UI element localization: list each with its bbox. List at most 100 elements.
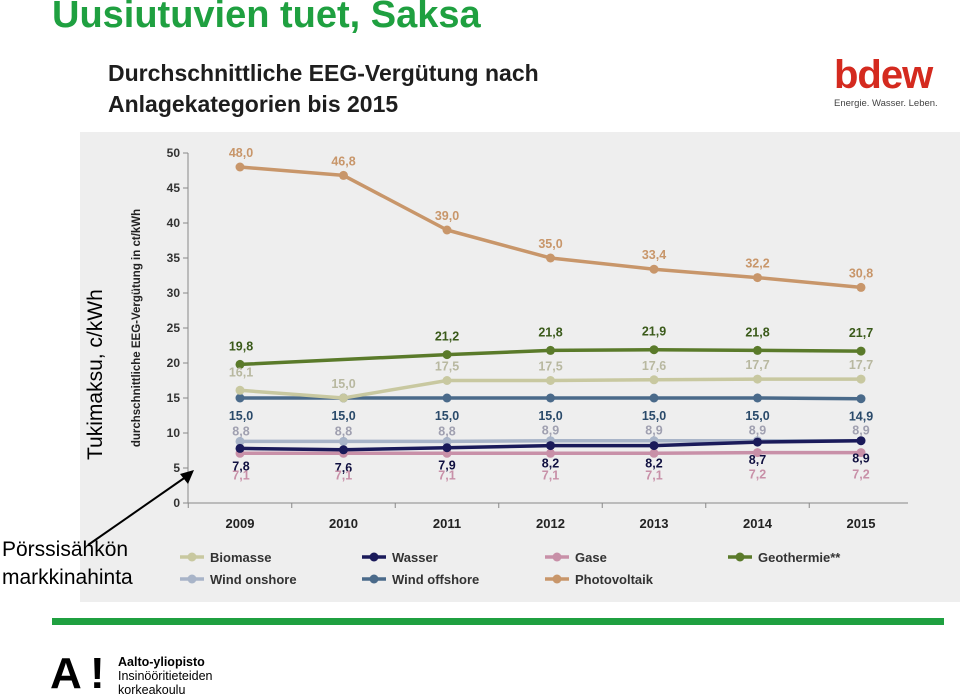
data-point-wasser [856,436,866,446]
data-label-geothermie: 21,8 [745,325,769,339]
data-label-wasser: 8,7 [749,453,766,467]
data-label-geothermie: 21,7 [849,326,873,340]
chart-heading-line1: Durchschnittliche EEG-Vergütung nach [108,60,539,86]
slide-title: Uusiutuvien tuet, Saksa [52,0,481,36]
annotation-line1: Pörssisähkön [2,538,129,561]
y-tick-label: 15 [167,391,181,405]
y-tick-label: 30 [167,286,181,300]
legend-swatch-dot-wind-offshore [369,574,379,584]
data-label-geothermie: 21,2 [435,330,459,344]
data-point-wind-onshore [339,436,348,446]
data-label-photovoltaik: 30,8 [849,266,873,280]
aalto-line1: Aalto-yliopisto [118,655,205,669]
data-label-biomasse: 17,7 [745,358,769,372]
data-label-wind-offshore: 15,0 [538,409,562,423]
y-axis-label: durchschnittliche EEG-Vergütung in ct/kW… [131,209,143,447]
data-label-geothermie: 21,8 [538,325,562,339]
data-point-wasser [753,437,762,447]
data-point-geothermie [235,359,245,369]
data-label-biomasse: 17,7 [849,358,873,372]
chart-panel [80,132,960,602]
data-label-geothermie: 19,8 [229,339,253,353]
y-tick-label: 25 [167,321,181,335]
data-label-geothermie: 21,9 [642,325,666,339]
legend-label-wind-onshore: Wind onshore [210,572,297,587]
legend-label-biomasse: Biomasse [210,550,271,565]
series-line-geothermie [239,347,862,367]
data-point-gase [546,448,555,458]
annotation-line2: markkinahinta [2,566,133,589]
data-label-gase: 7,2 [852,468,869,482]
data-label-biomasse: 17,5 [435,360,459,374]
y-tick-label: 50 [167,146,181,160]
aalto-exclamation-mark: ! [90,649,105,698]
data-point-photovoltaik [235,162,245,172]
data-label-photovoltaik: 33,4 [642,248,666,262]
data-label-biomasse: 17,5 [538,360,562,374]
legend-swatch-dot-gase [552,552,562,562]
x-tick-label: 2011 [433,516,461,531]
aalto-line2: Insinööritieteiden [118,669,213,683]
legend-label-geothermie: Geothermie** [758,550,841,565]
data-label-wind-onshore: 8,8 [232,424,249,438]
data-point-biomasse [546,376,555,385]
data-label-gase: 7,1 [335,468,352,482]
chart-heading-line2: Anlagekategorien bis 2015 [108,91,399,117]
y-tick-label: 20 [167,356,181,370]
footer-green-bar [52,618,944,625]
data-point-geothermie [753,345,762,355]
data-point-wind-offshore [753,393,762,403]
x-tick-label: 2015 [847,516,876,531]
legend-swatch-dot-geothermie [735,552,745,562]
data-label-gase: 7,2 [749,468,766,482]
aalto-logo: A ! Aalto-yliopisto Insinööritieteiden k… [50,649,250,698]
y-tick-label: 5 [173,461,180,475]
data-point-wind-onshore [442,436,452,446]
data-point-gase [649,448,659,458]
data-point-wind-offshore [856,394,866,404]
legend-swatch-dot-biomasse [187,552,197,562]
data-point-photovoltaik [753,273,762,283]
data-point-biomasse [753,374,762,384]
aalto-a-mark: A [50,649,82,698]
bdew-logo: bdew Energie. Wasser. Leben. [834,55,944,109]
aalto-line3: korkeakoulu [118,683,186,697]
data-point-wind-offshore [235,393,245,403]
data-point-biomasse [442,376,452,385]
x-tick-label: 2010 [329,516,358,531]
data-point-photovoltaik [856,282,866,292]
data-label-wind-offshore: 14,9 [849,410,873,424]
data-point-wind-onshore [235,436,245,446]
legend-swatch-dot-wind-onshore [187,574,197,584]
legend-label-wind-offshore: Wind offshore [392,572,479,587]
data-point-photovoltaik [546,253,555,263]
data-label-wasser: 7,8 [232,459,249,473]
x-tick-label: 2014 [743,516,773,531]
data-label-gase: 7,1 [645,468,662,482]
data-point-biomasse [856,374,866,384]
y-tick-label: 40 [167,216,181,230]
bdew-logo-word: bdew [834,53,933,97]
bdew-logo-tagline: Energie. Wasser. Leben. [834,98,938,109]
data-label-photovoltaik: 39,0 [435,209,459,223]
data-label-biomasse: 17,6 [642,359,666,373]
data-label-photovoltaik: 32,2 [745,257,769,271]
data-point-geothermie [649,345,659,355]
data-label-wind-onshore: 8,9 [749,424,766,438]
data-label-wind-onshore: 8,8 [438,424,455,438]
data-label-photovoltaik: 46,8 [331,154,355,168]
data-point-wind-offshore [546,393,555,403]
data-label-photovoltaik: 48,0 [229,146,253,160]
data-label-wind-offshore: 15,0 [229,409,253,423]
data-point-biomasse [649,375,659,385]
data-point-wind-offshore [649,393,659,403]
legend-label-gase: Gase [575,550,607,565]
annotation-arrow-head [180,470,194,484]
y-tick-label: 0 [173,496,180,510]
data-label-wind-offshore: 15,0 [435,409,459,423]
legend-label-wasser: Wasser [392,550,438,565]
data-label-wind-onshore: 8,9 [645,424,662,438]
legend-swatch-dot-photovoltaik [552,574,562,584]
data-point-wasser [649,441,659,451]
data-point-wasser [546,441,555,451]
